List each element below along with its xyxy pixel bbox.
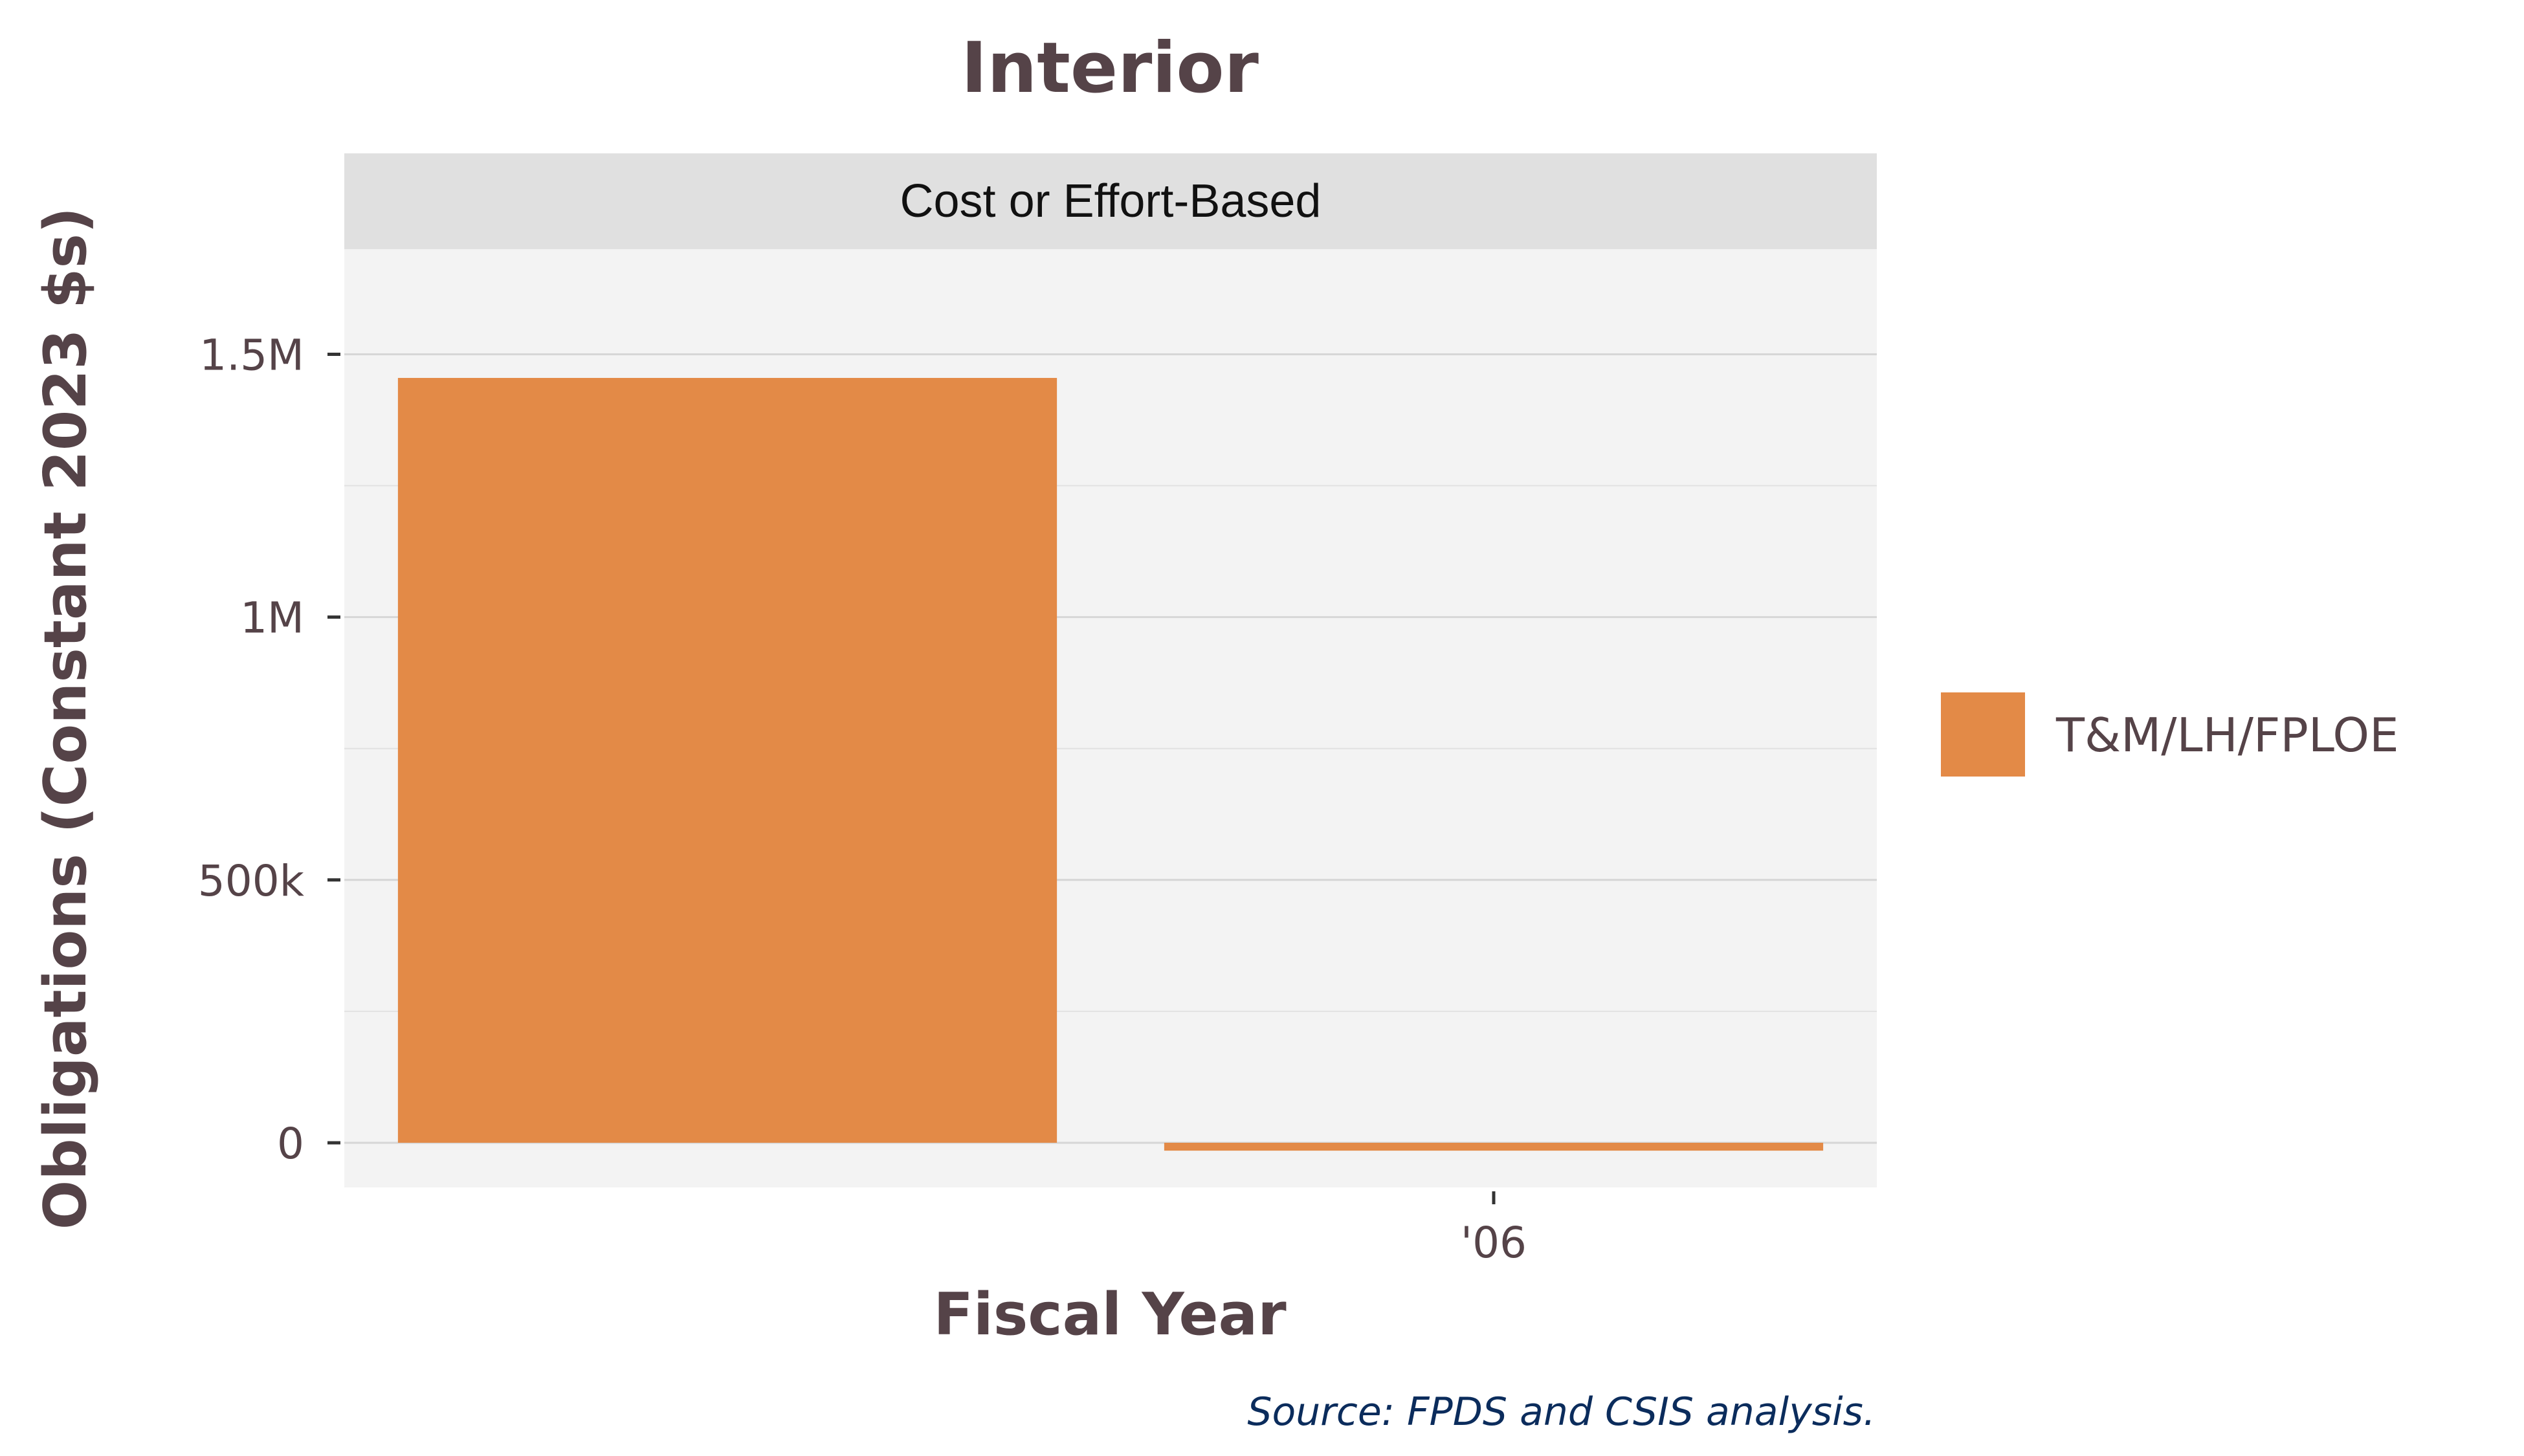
x-tick-label: '06 <box>1461 1218 1527 1268</box>
x-axis: '06 <box>1461 1191 1527 1268</box>
legend-label: T&M/LH/FPLOE <box>2055 708 2399 762</box>
y-tick-label: 1.5M <box>199 330 304 380</box>
y-tick-label: 1M <box>240 593 304 643</box>
bars <box>397 378 1824 1151</box>
chart-title: Interior <box>961 28 1259 109</box>
bar-2006 <box>1164 1142 1824 1151</box>
legend: T&M/LH/FPLOE <box>1938 690 2399 779</box>
bar-2005 <box>397 378 1057 1143</box>
y-tick-label: 0 <box>277 1119 304 1169</box>
y-tick-label: 500k <box>198 856 305 906</box>
y-axis-title: Obligations (Constant 2023 $s) <box>32 207 100 1230</box>
facet-strip-label: Cost or Effort-Based <box>900 175 1322 227</box>
y-axis: 0 500k 1M 1.5M <box>198 330 340 1169</box>
x-axis-title: Fiscal Year <box>933 1281 1287 1349</box>
source-caption: Source: FPDS and CSIS analysis. <box>1247 1389 1876 1435</box>
facet-strip <box>344 153 1877 249</box>
legend-swatch <box>1938 690 2028 779</box>
